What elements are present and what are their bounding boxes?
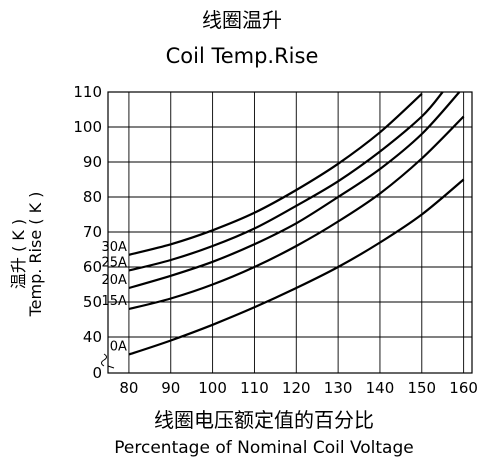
series-line-20A bbox=[128, 91, 461, 290]
x-tick-label: 130 bbox=[324, 379, 353, 397]
series-label-15A: 15A bbox=[101, 294, 127, 309]
x-axis-subtitle: Percentage of Nominal Coil Voltage bbox=[114, 438, 414, 458]
x-tick-label: 90 bbox=[161, 379, 180, 397]
x-tick-label: 80 bbox=[119, 379, 138, 397]
x-tick-label: 150 bbox=[407, 379, 436, 397]
y-tick-label: 100 bbox=[73, 118, 102, 136]
grid-lines bbox=[107, 91, 473, 374]
x-axis-title: 线圈电压额定值的百分比 bbox=[154, 408, 374, 432]
x-tick-label: 120 bbox=[282, 379, 311, 397]
chart-subtitle: Coil Temp.Rise bbox=[165, 44, 319, 68]
series-label-25A: 25A bbox=[101, 256, 127, 271]
x-tick-label: 110 bbox=[240, 379, 269, 397]
y-tick-label: 80 bbox=[83, 188, 102, 206]
y-tick-label: 50 bbox=[83, 293, 102, 311]
y-tick-label: 90 bbox=[83, 153, 102, 171]
series-line-30A bbox=[128, 92, 423, 256]
series-line-0A bbox=[128, 178, 465, 356]
series-line-15A bbox=[128, 115, 465, 311]
series-line-25A bbox=[128, 91, 444, 272]
series-label-30A: 30A bbox=[101, 240, 127, 255]
series-label-0A: 0A bbox=[110, 340, 127, 355]
x-tick-label: 140 bbox=[366, 379, 395, 397]
x-tick-label: 100 bbox=[198, 379, 227, 397]
series-lines bbox=[128, 91, 465, 356]
y-tick-label: 0 bbox=[92, 364, 102, 382]
y-axis-title: 温升 ( K ) bbox=[9, 219, 28, 289]
chart-title: 线圈温升 bbox=[202, 8, 282, 32]
y-tick-labels: 0 40 50 60 70 80 90 100 110 bbox=[73, 83, 102, 382]
x-tick-labels: 80 90 100 110 120 130 140 150 160 bbox=[119, 379, 478, 397]
plot-frame bbox=[107, 91, 473, 374]
series-label-20A: 20A bbox=[101, 273, 127, 288]
x-tick-label: 160 bbox=[449, 379, 478, 397]
y-tick-label: 60 bbox=[83, 258, 102, 276]
y-tick-label: 70 bbox=[83, 223, 102, 241]
y-axis-subtitle: Temp. Rise ( K ) bbox=[26, 192, 45, 318]
axis-break-mark bbox=[101, 353, 115, 369]
y-tick-label: 40 bbox=[83, 328, 102, 346]
y-tick-label: 110 bbox=[73, 83, 102, 101]
